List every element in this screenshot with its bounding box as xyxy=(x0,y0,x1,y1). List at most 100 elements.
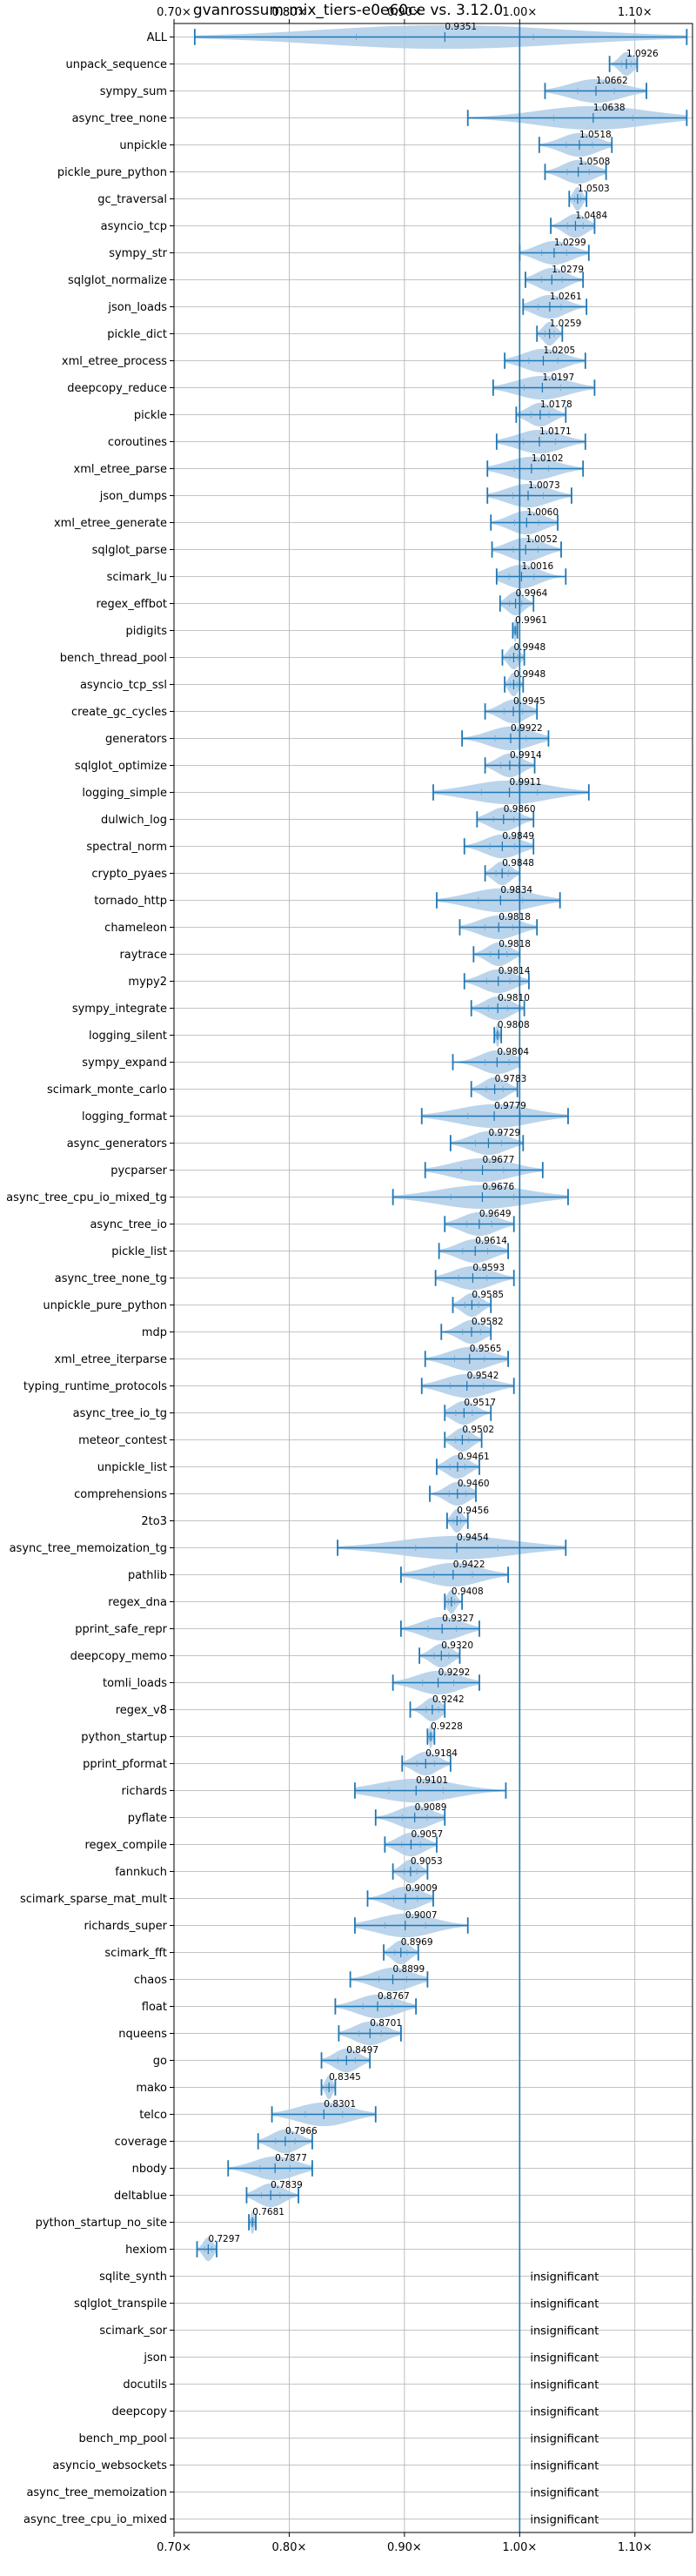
y-category-label: pycparser xyxy=(110,1164,167,1177)
y-category-label: pidigits xyxy=(126,625,168,638)
y-category-label: generators xyxy=(105,733,167,746)
insignificant-label: insignificant xyxy=(530,2460,599,2473)
value-label: 0.9408 xyxy=(452,1587,484,1597)
y-category-label: unpickle_list xyxy=(97,1461,167,1474)
value-label: 0.9860 xyxy=(504,804,536,815)
y-category-label: deepcopy_reduce xyxy=(67,382,167,395)
insignificant-label: insignificant xyxy=(530,2487,599,2500)
value-label: 0.9456 xyxy=(457,1506,489,1516)
y-category-label: coverage xyxy=(115,2136,167,2149)
y-category-label: asyncio_tcp xyxy=(101,220,167,233)
y-category-label: mypy2 xyxy=(128,976,167,989)
value-label: 1.0052 xyxy=(525,534,558,545)
y-category-label: richards_super xyxy=(84,1920,167,1933)
value-label: 0.9585 xyxy=(472,1290,504,1300)
value-label: 1.0484 xyxy=(575,211,607,221)
y-category-label: chameleon xyxy=(104,922,167,935)
value-label: 0.9517 xyxy=(464,1398,496,1408)
y-category-label: unpickle_pure_python xyxy=(43,1299,167,1312)
y-category-label: create_gc_cycles xyxy=(71,706,167,719)
y-category-label: hexiom xyxy=(125,2244,167,2257)
y-category-label: bench_mp_pool xyxy=(78,2432,167,2445)
y-category-label: sympy_expand xyxy=(82,1057,167,1070)
y-category-label: sqlglot_optimize xyxy=(75,760,167,773)
y-category-label: sqlglot_normalize xyxy=(68,274,167,287)
y-category-label: sqlite_synth xyxy=(99,2271,167,2284)
value-label: 0.9184 xyxy=(425,1748,458,1759)
y-category-label: asyncio_tcp_ssl xyxy=(80,679,167,692)
x-tick-label-top: 0.90× xyxy=(387,6,422,19)
value-label: 1.0279 xyxy=(552,265,584,275)
value-label: 0.9007 xyxy=(405,1910,438,1921)
x-tick-label-top: 1.10× xyxy=(618,6,652,19)
y-category-label: meteor_contest xyxy=(78,1434,167,1447)
x-tick-labels-bottom: 0.70× 0.80× 0.90× 1.00× 1.10× xyxy=(157,2532,652,2554)
insignificant-label: insignificant xyxy=(530,2433,599,2446)
y-category-label: nqueens xyxy=(118,2028,167,2041)
value-label: 0.9779 xyxy=(494,1101,526,1111)
value-label: 0.9351 xyxy=(445,22,477,32)
x-tick-label-bottom: 0.80× xyxy=(272,2541,307,2554)
value-label: 0.9101 xyxy=(416,1775,448,1786)
y-category-label: regex_effbot xyxy=(96,598,167,611)
value-label: 1.0638 xyxy=(593,103,626,113)
value-label: 0.9009 xyxy=(405,1883,438,1894)
y-category-label: gc_traversal xyxy=(97,193,167,206)
y-category-label: xml_etree_process xyxy=(62,355,167,368)
value-label: 0.9849 xyxy=(502,831,534,842)
x-tick-labels-top: 0.70× 0.80× 0.90× 1.00× 1.10× xyxy=(157,6,652,23)
y-category-label: unpack_sequence xyxy=(65,58,167,71)
x-tick-label-bottom: 1.00× xyxy=(502,2541,537,2554)
y-category-label: bench_thread_pool xyxy=(60,652,167,665)
value-label: 0.7877 xyxy=(275,2153,307,2163)
y-category-label: ALL xyxy=(147,31,168,44)
value-label: 1.0102 xyxy=(532,453,564,464)
x-tick-label-bottom: 0.90× xyxy=(387,2541,422,2554)
y-category-label: xml_etree_parse xyxy=(74,463,167,476)
value-label: 1.0518 xyxy=(579,130,612,140)
y-category-label: async_tree_cpu_io_mixed xyxy=(23,2513,167,2526)
value-label: 1.0508 xyxy=(579,157,611,167)
value-label: 0.9804 xyxy=(497,1047,529,1057)
y-category-label: go xyxy=(153,2055,167,2068)
grid-lines xyxy=(173,23,693,2532)
x-tick-label-bottom: 1.10× xyxy=(618,2541,652,2554)
y-category-label: xml_etree_iterparse xyxy=(54,1353,167,1366)
value-label: 0.9542 xyxy=(467,1371,499,1381)
y-category-label: pprint_safe_repr xyxy=(75,1623,167,1636)
value-label: 0.9089 xyxy=(415,1802,447,1813)
y-category-label: fannkuch xyxy=(115,1866,167,1879)
value-label: 1.0073 xyxy=(528,480,560,491)
value-label: 0.9814 xyxy=(499,966,531,976)
y-category-label: tornado_http xyxy=(94,895,167,908)
value-label: 0.8969 xyxy=(401,1937,433,1948)
value-label: 0.8301 xyxy=(324,2099,356,2110)
value-label: 0.9614 xyxy=(475,1236,507,1246)
stat-layer xyxy=(193,29,688,2257)
value-label: 0.7839 xyxy=(271,2180,303,2190)
y-category-label: pyflate xyxy=(128,1812,167,1825)
value-label: 0.9911 xyxy=(510,777,542,788)
y-category-label: python_startup xyxy=(81,1731,167,1744)
y-category-label: comprehensions xyxy=(74,1488,167,1501)
chart-title: gvanrossum-mix_tiers-e0e60ce vs. 3.12.0 xyxy=(193,2,503,19)
value-label: 0.9964 xyxy=(516,588,548,599)
value-label: 0.9945 xyxy=(513,696,545,707)
value-label: 0.9327 xyxy=(442,1613,474,1624)
y-category-label: float xyxy=(142,2001,167,2014)
y-category-label: async_tree_memoization xyxy=(26,2486,167,2499)
y-category-label: unpickle xyxy=(119,139,167,152)
y-category-label: pickle_dict xyxy=(107,328,167,341)
y-category-label: spectral_norm xyxy=(86,841,167,854)
value-label: 0.9292 xyxy=(438,1667,471,1678)
value-label: 1.0503 xyxy=(578,184,610,194)
x-tick-label-top: 1.00× xyxy=(502,6,537,19)
y-category-label: json xyxy=(143,2351,167,2365)
value-label: 0.9242 xyxy=(432,1694,465,1705)
y-category-label: sympy_sum xyxy=(100,85,167,98)
value-label: 1.0178 xyxy=(540,399,572,410)
value-label: 1.0016 xyxy=(521,561,553,572)
value-label: 0.9922 xyxy=(511,723,543,734)
y-category-label: dulwich_log xyxy=(101,814,167,827)
y-category-label: regex_v8 xyxy=(116,1704,167,1717)
